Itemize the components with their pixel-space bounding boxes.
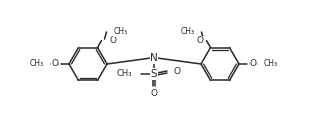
Text: O: O xyxy=(51,60,58,69)
Text: CH₃: CH₃ xyxy=(116,70,132,79)
Text: CH₃: CH₃ xyxy=(113,27,128,36)
Text: CH₃: CH₃ xyxy=(180,27,194,36)
Text: O: O xyxy=(150,88,158,98)
Text: CH₃: CH₃ xyxy=(30,60,44,69)
Text: CH₃: CH₃ xyxy=(264,60,278,69)
Text: O: O xyxy=(250,60,257,69)
Text: S: S xyxy=(151,69,157,79)
Text: O: O xyxy=(174,67,181,77)
Text: N: N xyxy=(150,53,158,63)
Text: O: O xyxy=(109,36,116,45)
Text: O: O xyxy=(197,36,204,45)
